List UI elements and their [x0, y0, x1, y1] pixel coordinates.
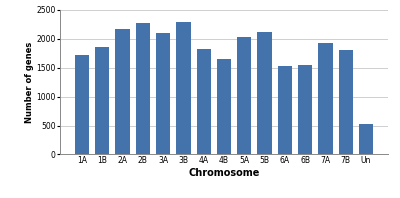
Bar [156, 33, 170, 154]
Bar [318, 43, 332, 154]
Y-axis label: Number of genes: Number of genes [25, 42, 34, 123]
Bar [197, 49, 211, 154]
Bar [237, 37, 251, 154]
Bar [136, 23, 150, 154]
Bar [298, 65, 312, 154]
X-axis label: Chromosome: Chromosome [188, 168, 260, 178]
Bar [339, 50, 353, 154]
Bar [258, 32, 272, 154]
Bar [95, 48, 109, 154]
Bar [217, 59, 231, 154]
Bar [176, 22, 190, 154]
Bar [278, 66, 292, 154]
Bar [75, 55, 89, 154]
Bar [116, 29, 130, 154]
Bar [359, 124, 373, 154]
